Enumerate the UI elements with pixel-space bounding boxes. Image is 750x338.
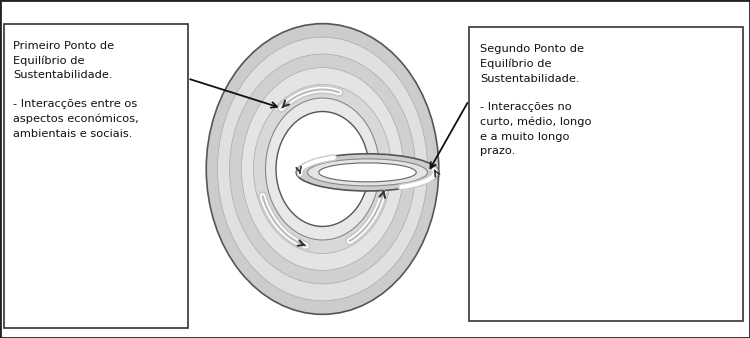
Ellipse shape [276, 112, 369, 226]
FancyBboxPatch shape [469, 27, 742, 321]
Text: Segundo Ponto de
Equilíbrio de
Sustentabilidade.

- Interacções no
curto, médio,: Segundo Ponto de Equilíbrio de Sustentab… [480, 44, 592, 156]
Ellipse shape [230, 54, 416, 284]
Ellipse shape [319, 163, 416, 182]
Ellipse shape [296, 154, 439, 191]
Ellipse shape [266, 98, 380, 240]
Ellipse shape [308, 159, 428, 186]
Text: Primeiro Ponto de
Equilíbrio de
Sustentabilidade.

- Interacções entre os
aspect: Primeiro Ponto de Equilíbrio de Sustenta… [13, 41, 139, 139]
Ellipse shape [206, 24, 439, 314]
FancyBboxPatch shape [4, 24, 188, 328]
Ellipse shape [217, 37, 427, 301]
Ellipse shape [254, 84, 392, 254]
Ellipse shape [242, 68, 404, 270]
